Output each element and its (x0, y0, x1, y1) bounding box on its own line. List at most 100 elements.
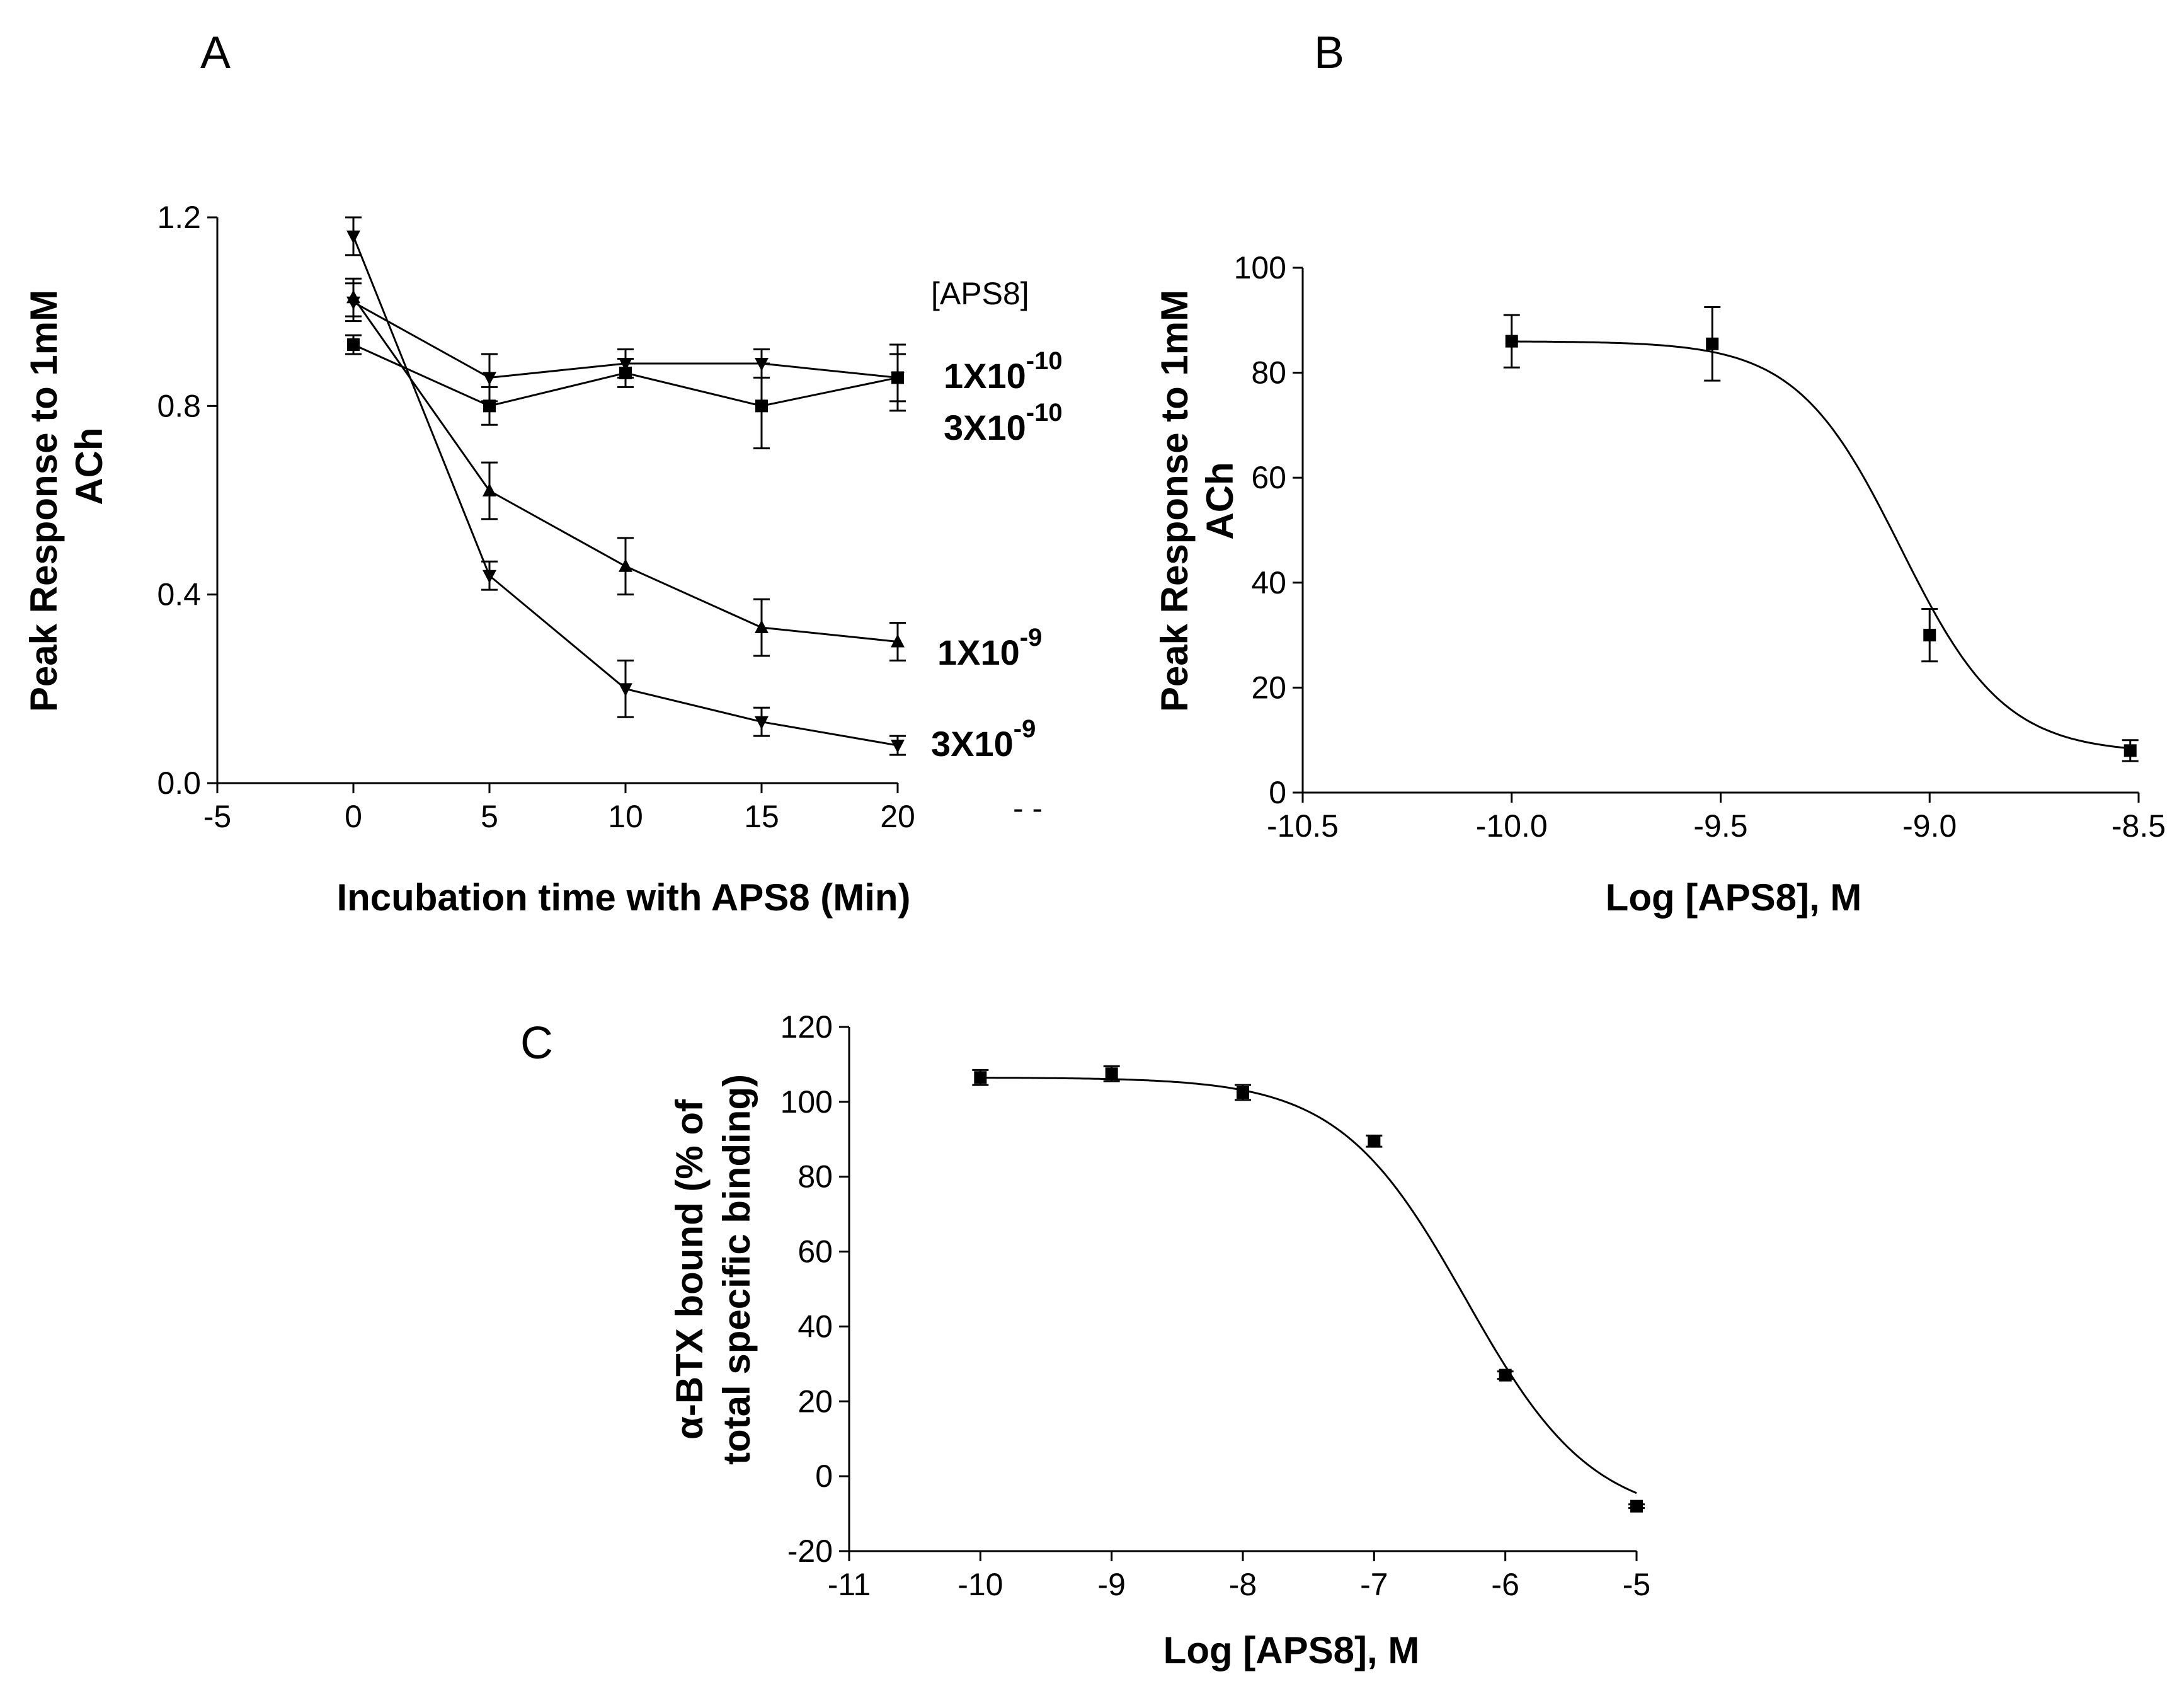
panel-c-x-axis-label: Log [APS8], M (1163, 1629, 1420, 1671)
c-y-tick-label: 40 (797, 1309, 833, 1344)
a-x-tick-label: 0 (345, 799, 362, 834)
panel-a-error-bars (345, 216, 906, 756)
b-y-tick-label: 0 (1269, 775, 1286, 810)
panel-b-chart: -10.5 -10.0 -9.5 -9.0 -8.5 0 20 40 60 80 100 Peak … (1153, 250, 2166, 919)
b-y-tick-label: 40 (1251, 565, 1286, 600)
data-point-s1-p3 (755, 399, 768, 413)
c-x-tick-label: -11 (828, 1567, 871, 1602)
svg-text:3X10-10: 3X10-10 (944, 399, 1063, 447)
c-x-tick-label: -5 (1623, 1567, 1650, 1602)
c-fit-line (980, 1077, 1637, 1494)
panel-a-y-axis-label-line1: Peak Response to 1mM (23, 290, 65, 712)
data-point-s1-p1 (483, 399, 496, 413)
panel-label-b: B (1314, 28, 1344, 78)
c-y-tick-label: -20 (787, 1533, 833, 1569)
series-label-1e-10-exp: -10 (1026, 347, 1063, 375)
b-data-point-0 (1505, 335, 1518, 348)
series-label-3e-9-exp: -9 (1014, 715, 1036, 743)
panel-label-c: C (520, 1018, 553, 1069)
series-label-1e-10-base: 1X10 (944, 356, 1026, 396)
a-x-tick-label: 5 (481, 799, 498, 834)
data-point-s1-p2 (619, 366, 632, 379)
b-x-tick-label: -9.5 (1693, 808, 1747, 844)
panel-c-chart: -11 -10 -9 -8 -7 -6 -5 -20 0 20 40 60 80 100 120 α-BTX… (668, 1009, 1650, 1671)
panel-label-a: A (200, 28, 231, 78)
panel-c-y-axis-label-line1: α-BTX bound (% of (668, 1099, 711, 1440)
data-point-s3-p2 (619, 683, 632, 697)
data-point-s3-p4 (891, 740, 905, 754)
b-fit-line (1511, 340, 2130, 750)
a-x-tick-label: 15 (744, 799, 779, 834)
data-point-s0-p3 (755, 357, 769, 371)
c-data-point-1 (1105, 1067, 1118, 1080)
c-x-tick-label: -10 (957, 1567, 1003, 1602)
series-label-3e-9-base: 3X10 (931, 724, 1014, 764)
panel-c-markers (974, 1067, 1643, 1513)
panel-b-error-bars (1503, 306, 2139, 762)
panel-a-legend-title: [APS8] (931, 276, 1029, 311)
series-label-3e-9: 3X10-9 (931, 715, 1036, 764)
b-data-point-1 (1706, 337, 1719, 350)
svg-text:3X10-9: 3X10-9 (931, 715, 1036, 764)
c-y-tick-label: 100 (780, 1084, 833, 1120)
b-y-tick-label: 100 (1234, 250, 1286, 285)
c-y-tick-label: 20 (797, 1384, 833, 1419)
c-data-point-2 (1237, 1086, 1249, 1099)
panel-b-markers (1505, 335, 2137, 757)
panel-b-ticks: -10.5 -10.0 -9.5 -9.0 -8.5 0 20 40 60 80 100 (1234, 250, 2166, 844)
panel-c-fit-curve (980, 1077, 1637, 1494)
data-point-s3-p1 (483, 570, 496, 583)
c-data-point-4 (1499, 1368, 1512, 1382)
data-point-s3-p3 (755, 716, 769, 730)
panel-b-fit-curve (1511, 340, 2130, 750)
b-data-point-3 (2123, 744, 2137, 757)
data-point-s2-p4 (891, 634, 905, 648)
a-y-tick-label: 0.4 (157, 577, 201, 612)
panel-c-ticks: -11 -10 -9 -8 -7 -6 -5 -20 0 20 40 60 80 100 120 (780, 1009, 1651, 1602)
panel-b-axes (1301, 268, 2139, 794)
b-y-tick-label: 60 (1251, 460, 1286, 495)
data-point-s0-p2 (619, 357, 632, 371)
series-label-3e-10-exp: -10 (1026, 399, 1063, 427)
b-x-tick-label: -10.0 (1476, 808, 1548, 844)
series-label-1e-9: 1X10-9 (937, 624, 1042, 672)
panel-b-y-axis-label-line1: Peak Response to 1mM (1153, 290, 1196, 712)
c-y-tick-label: 0 (815, 1459, 833, 1494)
c-y-tick-label: 120 (780, 1009, 833, 1045)
series-label-1e-9-base: 1X10 (937, 633, 1020, 672)
data-point-s1-p0 (347, 338, 360, 352)
b-y-tick-label: 80 (1251, 355, 1286, 391)
a-x-tick-label: -5 (203, 799, 231, 834)
data-point-s1-p4 (891, 371, 904, 384)
c-x-tick-label: -6 (1491, 1567, 1519, 1602)
b-y-tick-label: 20 (1251, 670, 1286, 705)
b-data-point-2 (1923, 629, 1936, 642)
panel-c-axes (848, 1027, 1637, 1552)
data-point-s2-p1 (483, 483, 496, 497)
a-x-tick-label: 10 (608, 799, 643, 834)
c-x-tick-label: -8 (1229, 1567, 1257, 1602)
data-point-s2-p3 (755, 620, 769, 634)
series-label-3e-10: 3X10-10 (944, 399, 1063, 447)
b-x-tick-label: -10.5 (1267, 808, 1339, 844)
panel-a-x-axis-label: Incubation time with APS8 (Min) (336, 876, 910, 919)
panel-a-ticks: -5 0 5 10 15 20 0.0 0.4 0.8 1.2 (157, 200, 915, 834)
c-x-tick-label: -9 (1097, 1567, 1125, 1602)
panel-a-markers (346, 230, 905, 754)
b-x-tick-label: -8.5 (2112, 808, 2166, 844)
data-point-s2-p2 (619, 558, 632, 572)
panel-a-chart: -5 0 5 10 15 20 0.0 0.4 0.8 1.2 Peak Response to … (23, 200, 1063, 919)
c-x-tick-label: -7 (1360, 1567, 1388, 1602)
a-x-tick-label: 20 (880, 799, 915, 834)
stray-mark: - - (1013, 791, 1043, 826)
b-x-tick-label: -9.0 (1902, 808, 1957, 844)
c-data-point-5 (1630, 1499, 1643, 1513)
series-label-1e-9-exp: -9 (1020, 624, 1043, 651)
svg-text:1X10-10: 1X10-10 (944, 347, 1063, 396)
a-y-tick-label: 0.0 (157, 765, 201, 801)
series-label-1e-10: 1X10-10 (944, 347, 1063, 396)
panel-a-y-axis-label-line2: ACh (68, 427, 110, 505)
panel-c-y-axis-label-line2: total specific binding) (716, 1074, 758, 1465)
panel-a-axes (216, 217, 898, 784)
